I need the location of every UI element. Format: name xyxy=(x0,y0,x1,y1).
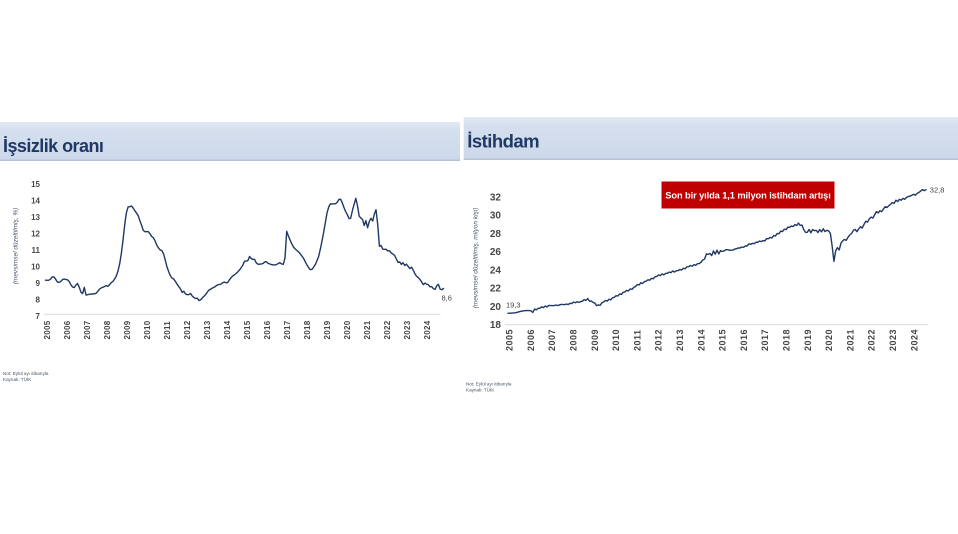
svg-text:İşsizlik oranı: İşsizlik oranı xyxy=(3,136,103,156)
svg-text:2020: 2020 xyxy=(343,320,352,339)
svg-text:2012: 2012 xyxy=(183,320,192,339)
svg-text:2006: 2006 xyxy=(526,329,536,351)
svg-text:2015: 2015 xyxy=(243,320,252,339)
svg-text:2023: 2023 xyxy=(403,320,412,339)
svg-text:32,8: 32,8 xyxy=(930,185,945,194)
svg-text:32: 32 xyxy=(490,193,502,204)
svg-text:15: 15 xyxy=(31,180,40,189)
svg-text:13: 13 xyxy=(31,213,40,222)
svg-text:2020: 2020 xyxy=(824,329,834,351)
svg-text:2005: 2005 xyxy=(43,320,52,339)
svg-text:Not: Eylül ayı itibarıyla: Not: Eylül ayı itibarıyla xyxy=(466,381,512,386)
svg-text:2018: 2018 xyxy=(303,320,312,339)
svg-text:26: 26 xyxy=(490,247,502,258)
svg-text:9: 9 xyxy=(36,279,41,288)
svg-text:2005: 2005 xyxy=(505,329,515,351)
svg-text:2009: 2009 xyxy=(123,320,132,339)
svg-text:2017: 2017 xyxy=(283,320,292,339)
svg-text:2007: 2007 xyxy=(547,329,557,351)
svg-text:24: 24 xyxy=(490,265,502,276)
svg-text:İstihdam: İstihdam xyxy=(467,131,539,152)
svg-text:2009: 2009 xyxy=(590,329,600,351)
svg-text:2019: 2019 xyxy=(323,320,332,339)
svg-text:20: 20 xyxy=(490,302,502,313)
svg-text:2024: 2024 xyxy=(423,320,432,339)
svg-text:2008: 2008 xyxy=(569,329,579,351)
svg-text:18: 18 xyxy=(490,320,502,331)
svg-text:(mevsimsel düzeltilmiş, milyon: (mevsimsel düzeltilmiş, milyon kişi) xyxy=(473,208,480,309)
svg-text:2022: 2022 xyxy=(383,320,392,339)
svg-text:7: 7 xyxy=(36,312,41,321)
svg-text:2016: 2016 xyxy=(263,320,272,339)
svg-text:2010: 2010 xyxy=(611,329,621,351)
svg-text:2015: 2015 xyxy=(718,329,728,351)
svg-text:2012: 2012 xyxy=(654,329,664,351)
svg-text:(mevsimsel düzeltilmiş, %): (mevsimsel düzeltilmiş, %) xyxy=(13,208,20,285)
svg-text:2011: 2011 xyxy=(163,321,172,340)
svg-text:2006: 2006 xyxy=(63,320,72,339)
svg-text:8: 8 xyxy=(36,295,41,304)
svg-text:2013: 2013 xyxy=(675,329,685,351)
svg-text:2010: 2010 xyxy=(143,320,152,339)
svg-text:2022: 2022 xyxy=(867,329,877,351)
svg-text:2021: 2021 xyxy=(363,320,372,339)
svg-text:2017: 2017 xyxy=(760,329,770,351)
svg-text:2007: 2007 xyxy=(83,320,92,339)
svg-text:10: 10 xyxy=(31,262,40,271)
svg-text:2008: 2008 xyxy=(103,320,112,339)
svg-text:22: 22 xyxy=(490,284,502,295)
svg-text:12: 12 xyxy=(31,229,40,238)
svg-text:2021: 2021 xyxy=(845,329,855,351)
svg-text:2014: 2014 xyxy=(223,320,232,339)
svg-text:2011: 2011 xyxy=(632,329,642,351)
svg-text:Not: Eylül ayı itibarıyla: Not: Eylül ayı itibarıyla xyxy=(3,371,49,376)
svg-text:19,3: 19,3 xyxy=(506,301,521,310)
svg-text:2016: 2016 xyxy=(739,329,749,351)
svg-text:Kaynak: TÜİK: Kaynak: TÜİK xyxy=(3,376,32,382)
svg-text:14: 14 xyxy=(31,196,40,205)
svg-text:2013: 2013 xyxy=(203,320,212,339)
svg-text:2019: 2019 xyxy=(803,329,813,351)
svg-text:8,6: 8,6 xyxy=(442,294,452,303)
svg-text:2024: 2024 xyxy=(909,329,919,351)
svg-text:2023: 2023 xyxy=(888,329,898,351)
svg-text:2018: 2018 xyxy=(782,329,792,351)
svg-text:2014: 2014 xyxy=(696,329,706,351)
svg-text:28: 28 xyxy=(490,229,502,240)
svg-text:Son bir yılda 1,1 milyon istih: Son bir yılda 1,1 milyon istihdam artışı xyxy=(665,190,830,200)
svg-text:11: 11 xyxy=(32,246,41,255)
svg-text:30: 30 xyxy=(490,211,502,222)
svg-text:Kaynak: TÜİK: Kaynak: TÜİK xyxy=(466,386,495,392)
